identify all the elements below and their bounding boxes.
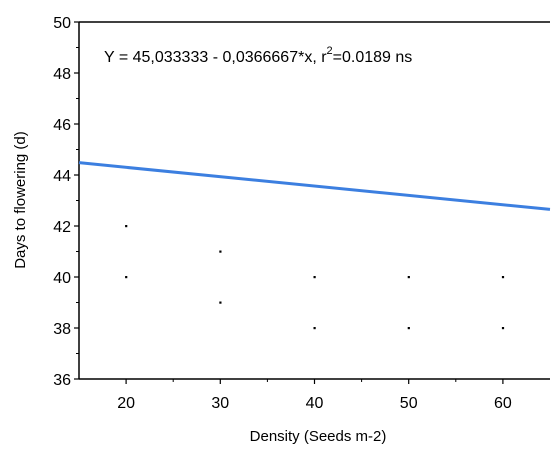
- y-tick-label: 36: [53, 372, 71, 389]
- x-axis-title: Density (Seeds m-2): [250, 428, 387, 445]
- data-point: [501, 276, 505, 279]
- data-points: [125, 225, 505, 330]
- y-tick-label: 48: [53, 66, 71, 83]
- equation-superscript: 2: [327, 45, 333, 57]
- data-point: [125, 276, 128, 279]
- x-tick-label: 20: [117, 395, 135, 412]
- data-point: [501, 327, 505, 330]
- equation-tail: =0.0189 ns: [333, 49, 413, 66]
- y-axis: 36 38 40 42 44 46 48 50: [53, 15, 79, 389]
- data-point: [407, 327, 410, 330]
- x-tick-label: 60: [494, 395, 512, 412]
- equation-text: Y = 45,033333 - 0,0366667*x, r: [104, 49, 327, 66]
- regression-line: [78, 161, 551, 211]
- x-tick-label: 40: [306, 395, 324, 412]
- regression-line-group: [78, 161, 551, 211]
- y-tick-label: 40: [53, 270, 71, 287]
- y-axis-title: Days to flowering (d): [12, 131, 29, 269]
- data-point: [125, 225, 128, 228]
- regression-equation: Y = 45,033333 - 0,0366667*x, r2=0.0189 n…: [104, 45, 412, 66]
- data-point: [313, 276, 316, 279]
- y-tick-label: 50: [53, 15, 71, 32]
- y-tick-label: 42: [53, 219, 71, 236]
- data-point: [313, 327, 316, 330]
- x-tick-label: 50: [400, 395, 418, 412]
- plot-frame: [78, 21, 550, 380]
- data-point: [407, 276, 410, 279]
- data-point: [219, 250, 222, 253]
- y-tick-label: 46: [53, 117, 71, 134]
- x-axis: 20 30 40 50 60: [117, 379, 512, 412]
- y-tick-label: 44: [53, 168, 71, 185]
- data-point: [219, 301, 222, 304]
- y-tick-label: 38: [53, 321, 71, 338]
- x-tick-label: 30: [211, 395, 229, 412]
